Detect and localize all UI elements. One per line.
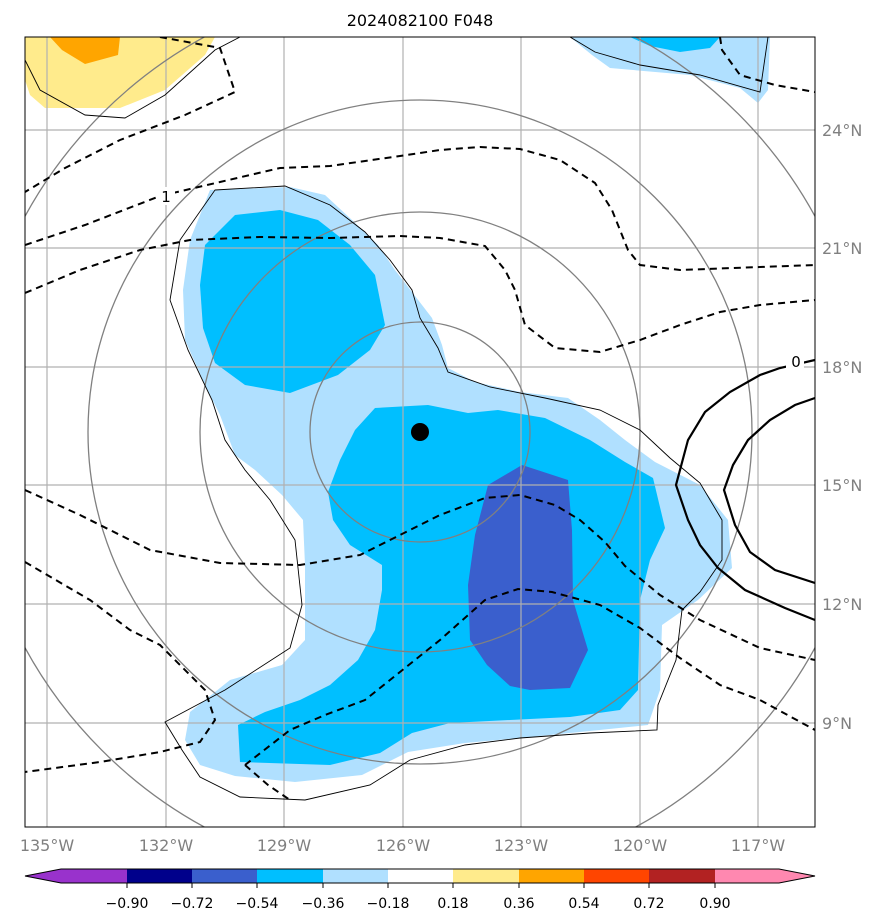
negative-anomaly-dark-core — [468, 465, 588, 690]
lon-label-126w: 126°W — [376, 836, 431, 855]
colorbar: −0.90 −0.72 −0.54 −0.36 −0.18 0.18 0.36 … — [24, 868, 816, 912]
colorbar-segment — [61, 869, 127, 883]
shaded-anomaly — [25, 37, 770, 782]
colorbar-segment — [192, 869, 257, 883]
colorbar-tick-label: 0.90 — [699, 896, 730, 912]
map-frame — [24, 36, 816, 828]
contour-label-bg-1 — [157, 187, 175, 205]
lat-label-21n: 21°N — [822, 239, 862, 258]
thin-outline-contours — [25, 37, 769, 801]
longitude-labels: 135°W 132°W 129°W 126°W 123°W 120°W 117°… — [20, 836, 786, 855]
colorbar-tick-label: −0.36 — [302, 896, 345, 912]
lon-label-120w: 120°W — [613, 836, 668, 855]
lat-label-15n: 15°N — [822, 476, 862, 495]
lon-label-132w: 132°W — [139, 836, 194, 855]
lon-label-123w: 123°W — [494, 836, 549, 855]
colorbar-tick-label: −0.54 — [236, 896, 279, 912]
colorbar-segment — [584, 869, 649, 883]
colorbar-segment — [127, 869, 192, 883]
colorbar-extend-low — [25, 869, 61, 883]
colorbar-segment — [453, 869, 519, 883]
lat-label-24n: 24°N — [822, 121, 862, 140]
latitude-labels: 24°N 21°N 18°N 15°N 12°N 9°N — [822, 121, 862, 733]
lon-label-129w: 129°W — [257, 836, 312, 855]
storm-center-marker — [411, 423, 429, 441]
negative-anomaly-blue-upper — [200, 210, 385, 393]
lat-label-9n: 9°N — [822, 714, 852, 733]
colorbar-segment — [323, 869, 388, 883]
colorbar-tick-label: 0.36 — [503, 896, 534, 912]
lat-label-12n: 12°N — [822, 595, 862, 614]
figure-title: 2024082100 F048 — [347, 11, 494, 30]
colorbar-segment — [649, 869, 715, 883]
contour-label-bg-0 — [786, 352, 804, 370]
lon-label-117w: 117°W — [731, 836, 786, 855]
negative-anomaly-blue-topright — [630, 37, 720, 52]
colorbar-tick-label: 0.18 — [437, 896, 468, 912]
colorbar-tick-label: −0.90 — [106, 896, 149, 912]
colorbar-segment — [519, 869, 584, 883]
colorbar-segment — [257, 869, 323, 883]
contour-label-0: 0 — [791, 353, 801, 371]
contour-label-1: 1 — [161, 188, 171, 206]
lon-label-135w: 135°W — [20, 836, 75, 855]
dashed-contours — [25, 37, 815, 801]
colorbar-segment — [388, 869, 453, 883]
map-area: 1 0 — [25, 37, 815, 827]
colorbar-tick-label: −0.72 — [171, 896, 214, 912]
colorbar-outline — [24, 868, 816, 884]
colorbar-segment — [715, 869, 779, 883]
colorbar-extend-high — [779, 869, 815, 883]
colorbar-tick-label: −0.18 — [367, 896, 410, 912]
colorbar-tick-label: 0.54 — [568, 896, 599, 912]
lat-label-18n: 18°N — [822, 358, 862, 377]
zero-contours — [674, 358, 815, 622]
range-rings — [25, 37, 815, 827]
colorbar-tick-label: 0.72 — [633, 896, 664, 912]
positive-anomaly-orange — [50, 37, 120, 64]
